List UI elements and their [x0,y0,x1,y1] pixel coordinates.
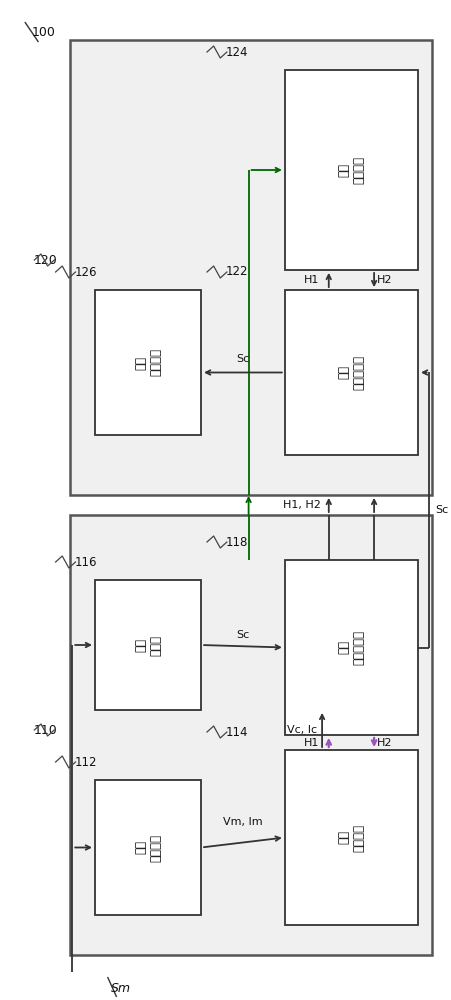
FancyBboxPatch shape [95,780,201,915]
Text: Sm: Sm [110,982,130,994]
Text: H1: H1 [303,275,318,285]
Text: 126: 126 [74,265,97,278]
Text: 114: 114 [226,726,248,738]
FancyBboxPatch shape [95,290,201,435]
Text: 124: 124 [226,45,248,58]
Text: Vc, Ic: Vc, Ic [286,725,316,735]
FancyBboxPatch shape [95,580,201,710]
Text: 第二
输出入端口: 第二 输出入端口 [337,355,364,390]
Text: 116: 116 [74,556,97,568]
Text: Vm, Im: Vm, Im [223,818,262,828]
Text: H1: H1 [303,738,318,748]
Text: 电力
存储单元: 电力 存储单元 [134,349,161,376]
Text: 110: 110 [34,724,58,736]
FancyBboxPatch shape [284,560,417,735]
Text: H2: H2 [376,275,391,285]
FancyBboxPatch shape [284,70,417,270]
Text: Sc: Sc [236,630,249,640]
Text: 交握
控制单元: 交握 控制单元 [337,156,364,184]
FancyBboxPatch shape [284,750,417,925]
Text: 120: 120 [34,253,58,266]
Text: 第一
输出入端口: 第一 输出入端口 [337,630,364,665]
Text: 传送
控制单元: 传送 控制单元 [337,824,364,852]
Text: 112: 112 [74,756,97,768]
Text: 100: 100 [32,26,55,39]
Text: Sc: Sc [434,505,447,515]
Text: 122: 122 [226,265,248,278]
Text: 118: 118 [226,536,248,548]
Text: H1, H2: H1, H2 [282,500,320,510]
FancyBboxPatch shape [70,40,431,495]
FancyBboxPatch shape [70,515,431,955]
Text: 电压
转换器: 电压 转换器 [134,635,161,656]
FancyBboxPatch shape [284,290,417,455]
Text: Sc: Sc [236,354,249,364]
Text: 输入
检测单元: 输入 检测单元 [134,833,161,861]
Text: H2: H2 [376,738,391,748]
